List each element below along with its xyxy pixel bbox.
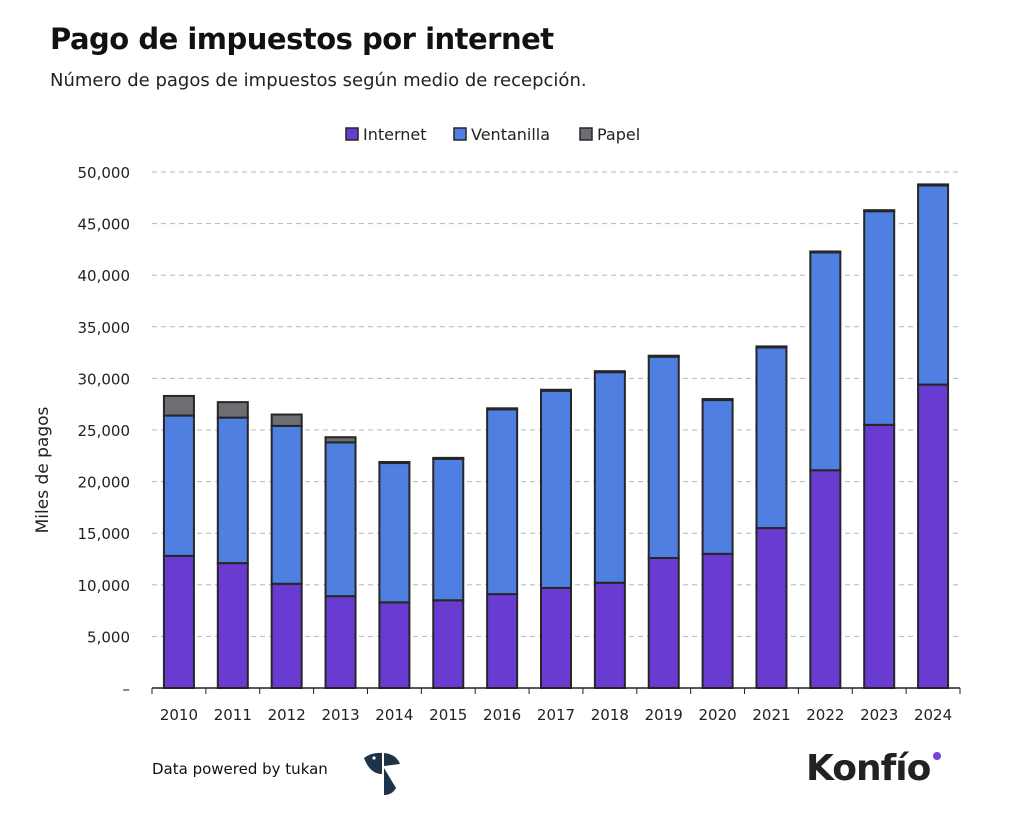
bar-papel [432, 456, 465, 460]
bar-internet [486, 593, 519, 690]
bar-internet [593, 581, 626, 690]
tukan-logo-icon [364, 752, 400, 795]
bar-papel [755, 345, 788, 349]
bar-ventanilla [701, 399, 734, 555]
x-tick-label: 2018 [591, 706, 629, 724]
konfio-logo-dot [933, 752, 941, 760]
bar-internet [647, 556, 680, 690]
bar-internet [324, 595, 357, 689]
x-tick-label: 2010 [160, 706, 198, 724]
x-tick-label: 2023 [860, 706, 898, 724]
legend-label: Internet [363, 125, 427, 144]
y-tick-label: 30,000 [78, 370, 131, 388]
bar-papel [647, 354, 680, 358]
bar-ventanilla [809, 251, 842, 472]
x-tick-label: 2021 [752, 706, 790, 724]
bar-papel [162, 394, 195, 417]
bar-papel [486, 407, 519, 411]
bar-internet [432, 599, 465, 690]
bar-internet [701, 552, 734, 690]
bar-papel [917, 183, 950, 187]
bar-ventanilla [540, 389, 572, 589]
x-tick-label: 2016 [483, 706, 521, 724]
y-tick-label: 5,000 [87, 628, 130, 646]
y-tick-label: 15,000 [78, 525, 131, 543]
y-tick-label: 45,000 [78, 216, 131, 234]
bar-papel [270, 413, 303, 427]
bar-internet [755, 527, 788, 689]
y-tick-label: 35,000 [78, 319, 131, 337]
x-tick-label: 2011 [214, 706, 252, 724]
legend-swatch-papel [579, 127, 593, 141]
bar-papel [809, 250, 842, 254]
bar-internet [809, 469, 842, 689]
x-tick-label: 2020 [699, 706, 737, 724]
y-axis-label: Miles de pagos [33, 406, 53, 533]
x-tick-label: 2015 [429, 706, 467, 724]
bar-ventanilla [863, 210, 896, 426]
legend-label: Ventanilla [471, 125, 550, 144]
x-tick-label: 2012 [268, 706, 306, 724]
x-tick-label: 2017 [537, 706, 575, 724]
data-credit: Data powered by tukan [152, 760, 328, 778]
bar-ventanilla [378, 462, 411, 604]
bar-internet [863, 423, 896, 689]
bar-ventanilla [486, 408, 519, 596]
y-tick-label: 25,000 [78, 422, 131, 440]
legend-swatch-internet [345, 127, 359, 141]
chart-subtitle: Número de pagos de impuestos según medio… [50, 70, 587, 91]
bar-papel [863, 209, 896, 213]
y-tick-label: – [123, 680, 131, 698]
bar-internet [216, 562, 249, 689]
bar-ventanilla [593, 371, 626, 584]
bar-ventanilla [432, 457, 465, 602]
legend-label: Papel [597, 125, 640, 144]
bar-ventanilla [324, 441, 357, 598]
bar-ventanilla [647, 355, 680, 559]
x-tick-label: 2019 [645, 706, 683, 724]
bar-internet [162, 554, 195, 689]
bar-papel [701, 398, 734, 402]
x-tick-label: 2014 [375, 706, 413, 724]
bar-ventanilla [162, 414, 195, 557]
konfio-logo: Konfío [806, 748, 931, 789]
bar-ventanilla [216, 416, 249, 565]
bar-ventanilla [755, 346, 788, 530]
bar-papel [216, 401, 249, 419]
chart-title: Pago de impuestos por internet [50, 22, 554, 56]
y-tick-label: 50,000 [78, 164, 131, 182]
y-tick-label: 40,000 [78, 267, 131, 285]
y-tick-label: 10,000 [78, 577, 131, 595]
y-tick-label: 20,000 [78, 474, 131, 492]
bar-ventanilla [270, 424, 303, 585]
x-tick-label: 2013 [321, 706, 359, 724]
bar-internet [270, 582, 303, 690]
bar-internet [917, 383, 950, 689]
bar-papel [540, 388, 572, 392]
bar-ventanilla [917, 184, 950, 386]
bar-internet [378, 601, 411, 689]
bar-papel [593, 370, 626, 374]
x-tick-label: 2022 [806, 706, 844, 724]
legend-swatch-ventanilla [453, 127, 467, 141]
x-tick-label: 2024 [914, 706, 952, 724]
bar-papel [378, 460, 411, 465]
bar-papel [324, 436, 357, 444]
bar-internet [540, 586, 572, 689]
